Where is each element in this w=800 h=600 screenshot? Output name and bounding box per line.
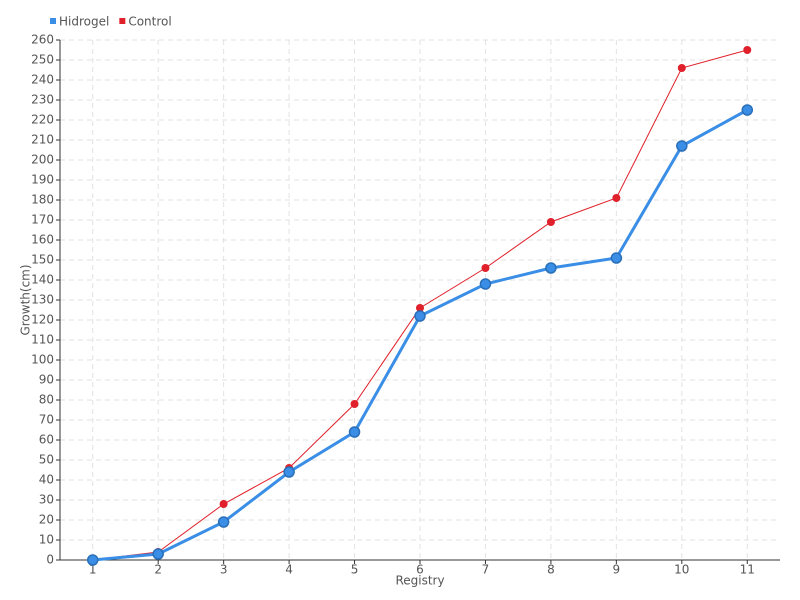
y-tick-label: 260 (31, 33, 54, 47)
data-point (677, 64, 686, 72)
y-tick-label: 20 (39, 513, 54, 527)
legend-swatch (50, 18, 56, 24)
y-tick-label: 220 (31, 113, 54, 127)
y-tick-label: 100 (31, 353, 54, 367)
y-tick-label: 90 (39, 373, 54, 387)
x-tick-label: 6 (416, 563, 424, 577)
y-tick-label: 80 (39, 393, 54, 407)
y-tick-label: 250 (31, 53, 54, 67)
data-point (546, 218, 555, 226)
y-tick-label: 140 (31, 273, 54, 287)
y-tick-label: 70 (39, 413, 54, 427)
y-tick-label: 160 (31, 233, 54, 247)
x-tick-label: 2 (154, 563, 162, 577)
data-point (348, 426, 361, 438)
y-tick-label: 190 (31, 173, 54, 187)
data-point (481, 264, 490, 272)
x-tick-label: 11 (740, 563, 755, 577)
x-tick-label: 10 (674, 563, 689, 577)
x-tick-label: 5 (351, 563, 359, 577)
data-point (741, 104, 754, 116)
y-tick-label: 230 (31, 93, 54, 107)
x-tick-label: 1 (89, 563, 97, 577)
data-point (610, 252, 623, 264)
y-tick-label: 130 (31, 293, 54, 307)
x-tick-label: 8 (547, 563, 555, 577)
y-tick-label: 150 (31, 253, 54, 267)
data-point (219, 500, 228, 508)
data-point (612, 194, 621, 202)
data-point (414, 310, 426, 322)
data-point (416, 304, 424, 312)
y-tick-label: 30 (39, 493, 54, 507)
data-point (350, 400, 359, 408)
legend-swatch (119, 18, 126, 24)
y-tick-label: 60 (39, 433, 54, 447)
x-tick-label: 4 (285, 563, 293, 577)
x-tick-label: 7 (482, 563, 490, 577)
y-tick-label: 10 (39, 533, 54, 547)
data-point (217, 516, 230, 528)
data-point (86, 554, 99, 566)
y-tick-label: 180 (31, 193, 54, 207)
y-axis-label: Growth(cm) (19, 264, 33, 335)
legend-label: Control (128, 15, 171, 29)
data-point (743, 46, 752, 54)
y-tick-label: 40 (39, 473, 54, 487)
y-tick-label: 210 (31, 133, 54, 147)
x-tick-label: 3 (220, 563, 228, 577)
data-point (479, 278, 492, 290)
x-axis-label: Registry (395, 574, 444, 588)
y-tick-label: 240 (31, 73, 54, 87)
data-point (283, 466, 295, 478)
y-tick-label: 200 (31, 153, 54, 167)
y-tick-label: 0 (46, 553, 54, 567)
data-point (545, 262, 557, 274)
legend-label: Hidrogel (59, 15, 109, 29)
y-tick-label: 110 (31, 333, 54, 347)
y-tick-label: 120 (31, 313, 54, 327)
data-point (152, 548, 164, 560)
data-point (676, 140, 688, 152)
y-tick-label: 50 (39, 453, 54, 467)
y-tick-label: 170 (31, 213, 54, 227)
x-tick-label: 9 (613, 563, 621, 577)
